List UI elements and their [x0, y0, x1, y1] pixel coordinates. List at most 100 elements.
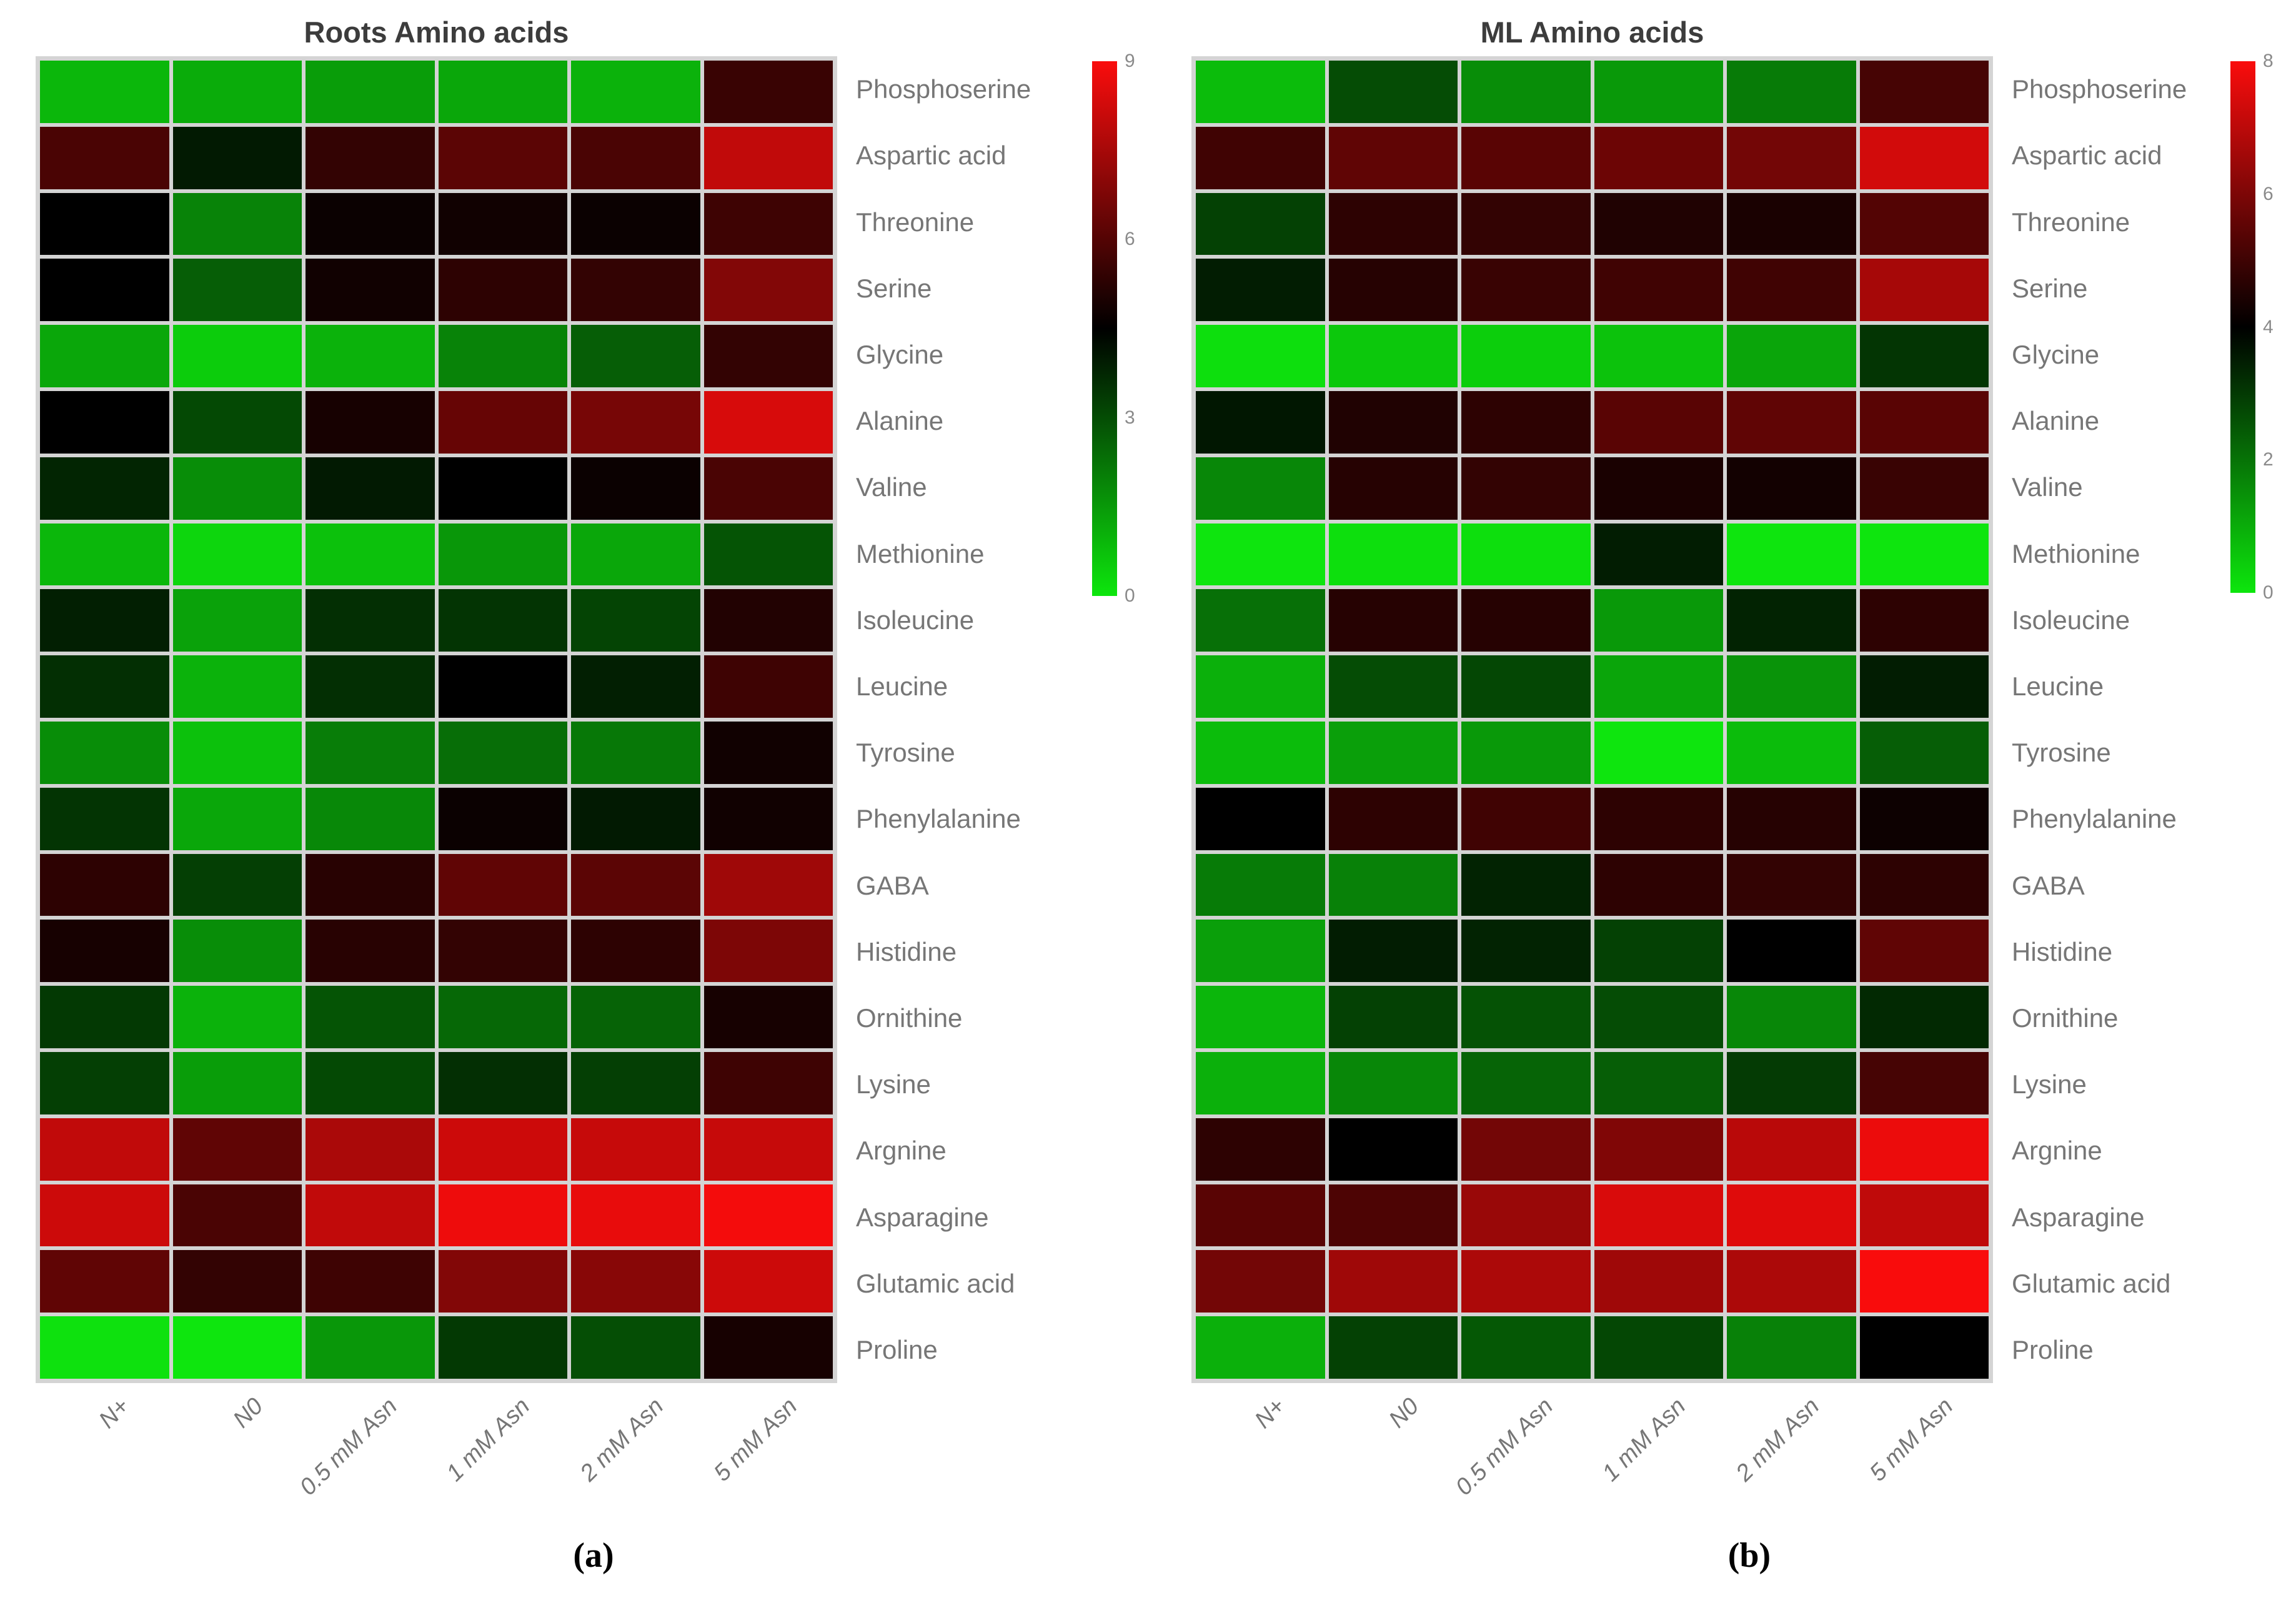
heatmap-cell — [438, 192, 567, 256]
heatmap-cell — [1727, 457, 1856, 520]
heatmap-cell — [438, 655, 567, 718]
heatmap-cell — [1859, 457, 1989, 520]
heatmap-cell — [571, 192, 700, 256]
heatmap-cell — [1196, 920, 1325, 983]
heatmap-cell — [40, 1316, 169, 1379]
chart-title: Roots Amino acids — [304, 16, 569, 49]
heatmap-cell — [571, 457, 700, 520]
heatmap-cell — [172, 1184, 302, 1247]
heatmap-cell — [1328, 589, 1458, 652]
heatmap-cell — [1859, 1316, 1989, 1379]
heatmap-cell — [571, 325, 700, 387]
heatmap-cell — [1859, 391, 1989, 454]
heatmap-cell — [1196, 61, 1325, 123]
row-label: Glycine — [856, 340, 944, 369]
heatmap-cell — [571, 126, 700, 189]
heatmap-cell — [703, 61, 833, 123]
heatmap-cell — [40, 391, 169, 454]
heatmap-cell — [1196, 391, 1325, 454]
heatmap-cell — [1594, 986, 1723, 1048]
heatmap-cell — [1859, 61, 1989, 123]
heatmap-cell — [306, 655, 435, 718]
heatmap-cell — [1859, 1250, 1989, 1313]
row-label: Alanine — [856, 406, 944, 435]
heatmap-cell — [306, 1184, 435, 1247]
heatmap-cell — [571, 787, 700, 850]
row-label: Ornithine — [2012, 1003, 2119, 1033]
heatmap-cell — [438, 722, 567, 784]
heatmap-cell — [306, 61, 435, 123]
heatmap-cell — [1727, 259, 1856, 322]
heatmap-cell — [1859, 1118, 1989, 1181]
heatmap-cell — [1727, 655, 1856, 718]
heatmap-cell — [571, 523, 700, 586]
heatmap-cell — [1859, 126, 1989, 189]
row-label: Aspartic acid — [856, 141, 1006, 170]
heatmap-cell — [306, 787, 435, 850]
heatmap-cell — [40, 1118, 169, 1181]
heatmap-cell — [703, 457, 833, 520]
heatmap-cell — [1196, 1052, 1325, 1114]
heatmap-cell — [1461, 523, 1591, 586]
heatmap-cell — [1727, 192, 1856, 256]
heatmap-cell — [438, 259, 567, 322]
heatmap-cell — [1461, 589, 1591, 652]
heatmap-cell — [172, 259, 302, 322]
heatmap-cell — [1461, 192, 1591, 256]
heatmap-cell — [306, 259, 435, 322]
heatmap-cell — [40, 655, 169, 718]
heatmap-cell — [306, 457, 435, 520]
row-label: Histidine — [856, 937, 957, 966]
heatmap-cell — [1461, 259, 1591, 322]
row-label: Asparagine — [2012, 1203, 2145, 1232]
heatmap-cell — [1859, 523, 1989, 586]
heatmap-cell — [40, 457, 169, 520]
heatmap-grid — [36, 56, 837, 1383]
heatmap-cell — [1328, 192, 1458, 256]
heatmap-cell — [1727, 126, 1856, 189]
panel-caption: (b) — [1727, 1536, 1771, 1575]
heatmap-cell — [438, 126, 567, 189]
row-label: Proline — [856, 1335, 938, 1364]
colorbar-gradient — [2230, 61, 2255, 593]
heatmap-cell — [703, 920, 833, 983]
row-label: Ornithine — [856, 1003, 963, 1033]
colorbar-gradient — [1092, 61, 1117, 596]
heatmap-cell — [40, 1250, 169, 1313]
heatmap-cell — [703, 126, 833, 189]
heatmap-cell — [172, 1316, 302, 1379]
heatmap-cell — [306, 853, 435, 916]
row-label: Isoleucine — [2012, 605, 2130, 635]
heatmap-cell — [1461, 1118, 1591, 1181]
column-label: 0.5 mM Asn — [294, 1393, 402, 1501]
heatmap-cell — [1727, 589, 1856, 652]
heatmap-cell — [571, 986, 700, 1048]
heatmap-cell — [40, 589, 169, 652]
row-label: Methionine — [856, 539, 985, 568]
heatmap-cell — [172, 1052, 302, 1114]
heatmap-cell — [703, 1250, 833, 1313]
heatmap-cell — [306, 523, 435, 586]
heatmap-cell — [1727, 61, 1856, 123]
heatmap-cell — [1859, 655, 1989, 718]
heatmap-cell — [172, 61, 302, 123]
heatmap-cell — [1859, 1052, 1989, 1114]
heatmap-cell — [306, 1250, 435, 1313]
column-label: 0.5 mM Asn — [1450, 1393, 1558, 1501]
heatmap-cell — [1461, 722, 1591, 784]
heatmap-cell — [1196, 722, 1325, 784]
heatmap-cell — [1594, 1184, 1723, 1247]
heatmap-cell — [571, 655, 700, 718]
heatmap-cell — [1328, 986, 1458, 1048]
heatmap-cell — [1594, 722, 1723, 784]
heatmap-cell — [438, 1052, 567, 1114]
row-label: Aspartic acid — [2012, 141, 2162, 170]
heatmap-cell — [571, 391, 700, 454]
heatmap-cell — [703, 259, 833, 322]
heatmap-cell — [172, 192, 302, 256]
heatmap-cell — [1461, 1052, 1591, 1114]
colorbar-tick-label: 9 — [1125, 51, 1135, 71]
heatmap-cell — [172, 589, 302, 652]
row-label: Tyrosine — [2012, 738, 2111, 767]
heatmap-cell — [1196, 1316, 1325, 1379]
